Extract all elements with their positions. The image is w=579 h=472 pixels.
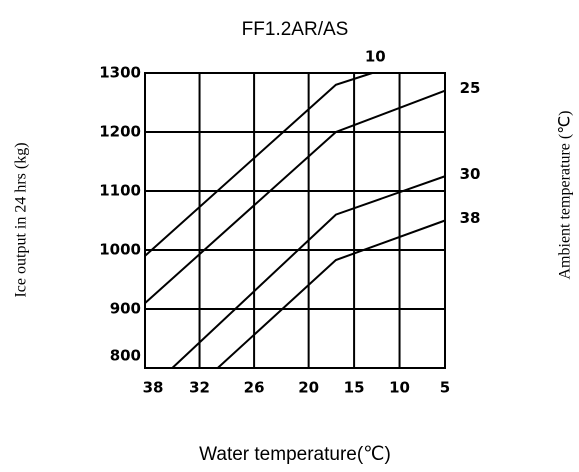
series-line (171, 175, 446, 369)
y-tick-label: 800 (110, 347, 141, 365)
x-tick-label: 5 (440, 379, 450, 397)
series-label: 38 (460, 209, 481, 227)
y-tick-label: 900 (110, 300, 141, 318)
y-tick-label: 1000 (99, 241, 141, 259)
y-axis-title: Ice output in 24 hrs (kg) (13, 142, 30, 297)
y-tick-label: 1300 (99, 64, 141, 82)
series-line (144, 89, 446, 304)
x-tick-label: 32 (189, 379, 210, 397)
series-label: 10 (365, 48, 386, 66)
x-axis-title: Water temperature(℃) (199, 444, 391, 465)
x-tick-label: 20 (298, 379, 319, 397)
chart-title: FF1.2AR/AS (242, 19, 349, 40)
series-line (217, 219, 446, 369)
y-tick-label: 1100 (99, 182, 141, 200)
y-tick-label: 1200 (99, 123, 141, 141)
x-tick-label: 15 (344, 379, 365, 397)
series-label: 25 (460, 79, 481, 97)
series-line (144, 72, 373, 257)
y2-axis-title: Ambient temperature (℃) (557, 110, 574, 279)
x-tick-label: 38 (143, 379, 164, 397)
series-label: 30 (460, 165, 481, 183)
x-tick-label: 26 (244, 379, 265, 397)
x-tick-label: 10 (389, 379, 410, 397)
